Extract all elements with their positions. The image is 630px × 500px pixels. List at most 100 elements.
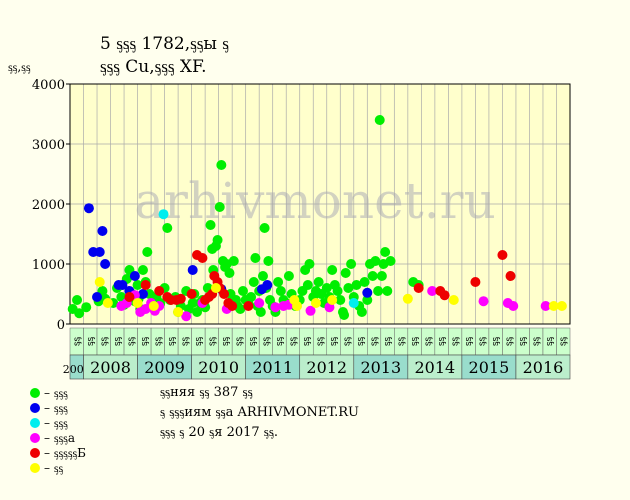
data-point [72,295,83,305]
legend-entry: – ᶊᶊᶊ [30,416,68,431]
legend-swatch [30,433,40,443]
data-point [327,295,338,305]
data-point [224,268,235,278]
data-point [327,265,338,275]
quarter-label: ᶊᶊ [207,337,217,347]
data-point [380,247,391,257]
data-point [351,280,362,290]
data-point [508,301,519,311]
data-point [124,292,135,302]
data-point [262,280,273,290]
legend-swatch [30,448,40,458]
y-axis-unit: ᶊᶊ,ᶊᶊ [8,60,31,74]
data-point [205,220,216,230]
data-point [302,280,313,290]
legend-label: – ᶊᶊᶊᶊᶊБ [44,446,86,460]
data-point [270,302,281,313]
data-point [305,305,316,316]
data-point [556,301,567,311]
data-point [321,283,332,293]
year-cell [515,354,571,380]
data-point [187,265,198,275]
legend-swatch [30,403,40,413]
quarter-label: ᶊᶊ [126,337,136,347]
quarter-label: ᶊᶊ [221,337,231,347]
data-point [255,307,266,317]
data-point [292,301,303,311]
quarter-label: ᶊᶊ [113,337,123,347]
year-cell [191,354,246,380]
quarter-label: ᶊᶊ [410,337,420,347]
legend-entry: – ᶊᶊ [30,461,63,476]
data-point [154,286,165,296]
data-point [227,301,238,311]
quarter-label: ᶊᶊ [248,337,258,347]
data-point [339,310,350,320]
data-point [540,301,551,311]
quarter-label: ᶊᶊ [153,337,163,347]
data-point [197,253,208,263]
data-point [235,304,246,314]
data-point [478,296,489,307]
data-point [74,308,85,319]
data-point [439,290,450,301]
quarter-label: ᶊᶊ [316,337,326,347]
data-point [370,256,381,266]
watermark-text: arhivmonet.ru [134,172,496,230]
y-tick-label: 1000 [32,258,65,273]
data-point [237,286,248,296]
quarter-label: ᶊᶊ [194,337,204,347]
year-cell [245,354,301,380]
data-point [263,256,274,266]
data-point [505,271,516,281]
info-line-3: ᶊᶊᶊ ᶊ 20 ᶊя 2017 ᶊᶊ. [160,425,279,440]
legend-label: – ᶊᶊᶊ [44,401,68,415]
year-label: 2016 [523,358,564,377]
y-tick-label: 3000 [32,138,65,153]
quarter-label: ᶊᶊ [140,337,150,347]
data-point [129,271,140,281]
data-point [216,160,227,170]
quarter-label: ᶊᶊ [302,337,312,347]
data-point [362,295,373,305]
data-point [94,247,105,257]
data-point [374,115,385,125]
year-label: 2009 [144,358,185,377]
data-point [448,295,459,305]
data-point [348,298,359,308]
data-point [548,301,559,311]
data-point [97,226,108,236]
data-point [210,283,221,293]
quarter-label: ᶊᶊ [99,337,109,347]
data-point [83,203,94,214]
quarter-label: ᶊᶊ [180,337,190,347]
info-line-1: ᶊᶊняя ᶊᶊ 387 ᶊᶊ [160,385,253,400]
legend-label: – ᶊᶊᶊ [44,386,68,400]
legend-entry: – ᶊᶊᶊ [30,401,68,416]
data-point [254,298,265,308]
data-point [257,271,268,281]
info-line-2: ᶊ ᶊᶊᶊиям ᶊᶊа ARHIVMONET.RU [160,405,359,420]
year-label: 2014 [415,358,456,377]
data-point [243,301,254,311]
data-point [385,256,396,266]
data-point [148,301,159,311]
data-point [304,259,315,269]
quarter-label: ᶊᶊ [451,337,461,347]
data-point [173,307,184,317]
data-point [158,209,169,220]
data-point [132,280,143,290]
legend-entry: – ᶊᶊᶊа [30,431,75,446]
quarter-label: ᶊᶊ [437,337,447,347]
plot-frame [69,83,571,325]
data-point [346,259,357,269]
data-point [137,289,148,299]
data-point [94,277,105,287]
quarter-label: ᶊᶊ [261,337,271,347]
data-point [132,298,143,308]
year-label: 2011 [252,358,293,377]
data-point [259,223,270,233]
quarter-label: ᶊᶊ [167,337,177,347]
data-point [283,271,294,281]
